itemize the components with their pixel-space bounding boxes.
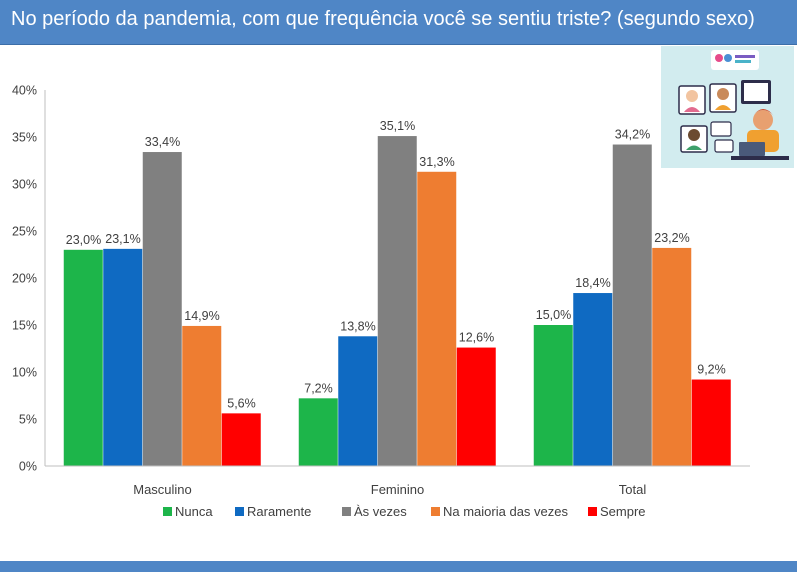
x-tick-label: Masculino xyxy=(133,482,192,497)
data-label: 5,6% xyxy=(227,396,256,410)
x-tick-label: Feminino xyxy=(371,482,424,497)
x-tick-label: Total xyxy=(619,482,647,497)
title-bar: No período da pandemia, com que frequênc… xyxy=(0,0,797,45)
y-tick-label: 25% xyxy=(12,225,37,239)
y-tick-label: 40% xyxy=(12,84,37,98)
legend-swatch xyxy=(342,507,351,516)
bar xyxy=(221,413,261,466)
bar xyxy=(142,152,182,467)
y-tick-label: 30% xyxy=(12,178,37,192)
y-tick-label: 10% xyxy=(12,366,37,380)
data-label: 23,1% xyxy=(105,232,140,246)
data-label: 18,4% xyxy=(575,276,610,290)
bar xyxy=(456,347,496,466)
legend-swatch xyxy=(163,507,172,516)
bar xyxy=(612,144,652,466)
y-tick-label: 0% xyxy=(19,460,37,474)
legend-label: Nunca xyxy=(175,504,213,519)
bar xyxy=(691,379,731,466)
y-tick-label: 15% xyxy=(12,319,37,333)
data-label: 35,1% xyxy=(380,119,415,133)
legend-swatch xyxy=(235,507,244,516)
legend-label: Na maioria das vezes xyxy=(443,504,568,519)
bar xyxy=(417,171,457,466)
legend-swatch xyxy=(588,507,597,516)
legend-label: Raramente xyxy=(247,504,311,519)
data-label: 15,0% xyxy=(536,308,571,322)
legend-label: Sempre xyxy=(600,504,646,519)
data-label: 31,3% xyxy=(419,155,454,169)
bar xyxy=(652,247,692,466)
data-label: 7,2% xyxy=(304,381,333,395)
data-label: 9,2% xyxy=(697,363,726,377)
data-label: 13,8% xyxy=(340,319,375,333)
y-tick-label: 5% xyxy=(19,413,37,427)
y-tick-label: 35% xyxy=(12,131,37,145)
data-label: 23,0% xyxy=(66,233,101,247)
chart-title: No período da pandemia, com que frequênc… xyxy=(11,8,755,30)
footer-bar xyxy=(0,561,797,572)
bar xyxy=(63,249,103,466)
data-label: 23,2% xyxy=(654,231,689,245)
data-label: 34,2% xyxy=(615,128,650,142)
data-label: 33,4% xyxy=(145,135,180,149)
legend-label: Às vezes xyxy=(354,504,407,519)
bar xyxy=(533,325,573,466)
bar xyxy=(377,136,417,466)
legend-swatch xyxy=(431,507,440,516)
bar xyxy=(182,325,222,466)
video-call-illustration-icon xyxy=(661,46,794,168)
bar xyxy=(298,398,338,466)
bar xyxy=(573,293,613,466)
data-label: 14,9% xyxy=(184,309,219,323)
bar xyxy=(103,248,143,466)
data-label: 12,6% xyxy=(459,331,494,345)
y-tick-label: 20% xyxy=(12,272,37,286)
bar xyxy=(338,336,378,466)
